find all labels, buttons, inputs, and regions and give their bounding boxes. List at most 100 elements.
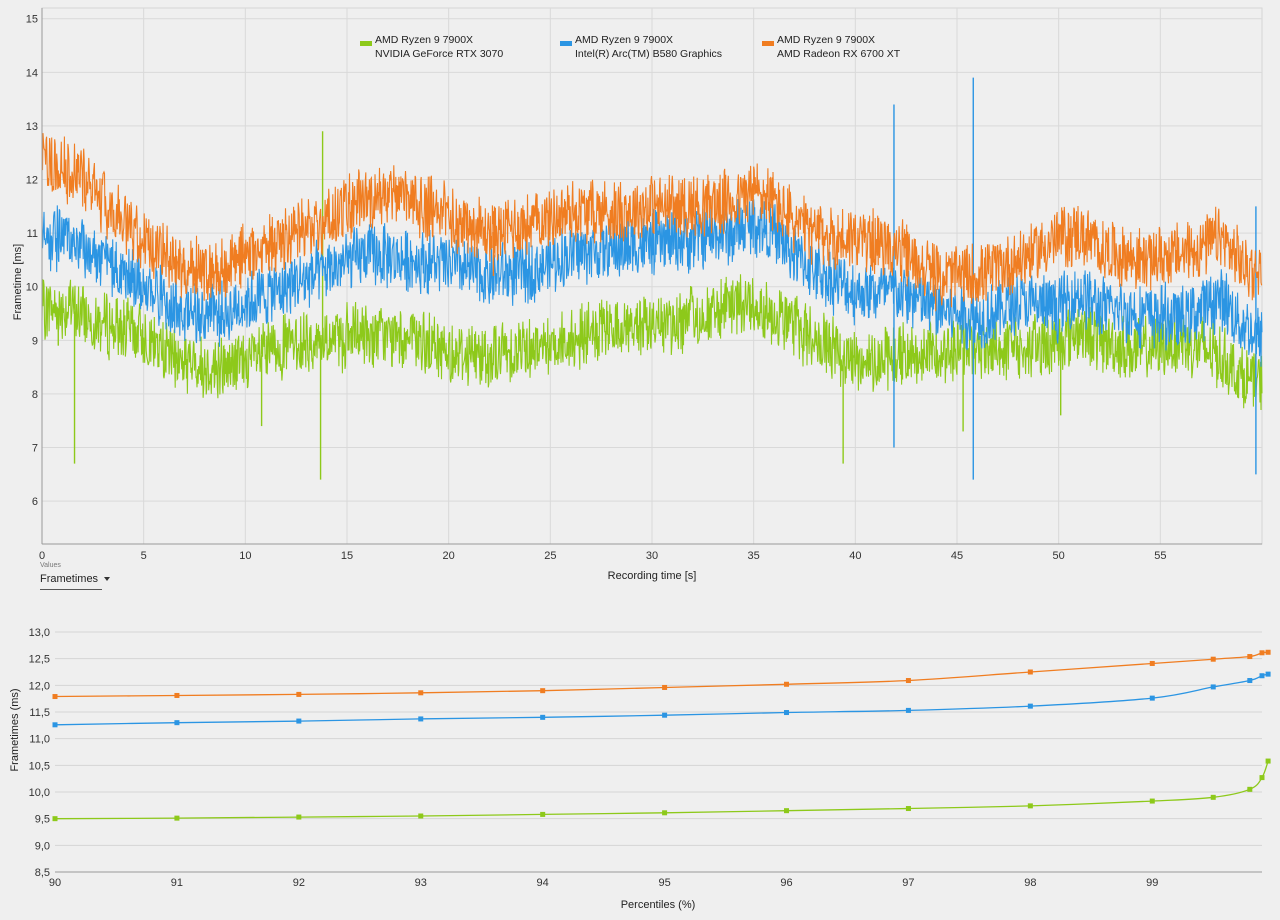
percentile-y-tick-label: 8,5 <box>35 867 50 879</box>
percentile-point <box>1265 671 1271 677</box>
legend-swatch <box>360 41 372 46</box>
frametime-x-tick-label: 50 <box>1053 550 1065 562</box>
percentile-point <box>174 692 180 698</box>
percentile-point <box>418 813 424 819</box>
percentile-y-tick-label: 12,5 <box>29 654 50 666</box>
percentile-point <box>296 814 302 820</box>
percentile-point <box>540 811 546 817</box>
values-dropdown-label: Frametimes <box>40 573 99 585</box>
frametime-x-tick-label: 30 <box>646 550 658 562</box>
percentile-point <box>174 815 180 821</box>
percentile-point <box>1149 798 1155 804</box>
percentile-point <box>418 716 424 722</box>
percentile-point <box>52 694 58 700</box>
percentile-point <box>1265 649 1271 655</box>
percentile-point <box>784 808 790 814</box>
legend-swatch <box>560 41 572 46</box>
percentile-point <box>1259 673 1265 679</box>
frametime-y-tick-label: 8 <box>32 389 38 401</box>
percentile-x-tick-label: 96 <box>780 877 792 889</box>
percentile-y-tick-label: 13,0 <box>29 627 50 639</box>
legend-label-line1: AMD Ryzen 9 7900X <box>375 34 473 46</box>
legend-entry-intel-r-arc-tm-b580-graphics: AMD Ryzen 9 7900X Intel(R) Arc(TM) B580 G… <box>560 34 722 60</box>
percentile-x-tick-label: 99 <box>1146 877 1158 889</box>
percentile-point <box>784 681 790 687</box>
legend-label-line2: Intel(R) Arc(TM) B580 Graphics <box>575 48 722 60</box>
percentile-chart: 8,5 9,0 9,5 10,0 10,5 11,0 11,5 12,0 12,5 13,0 90 9… <box>9 627 1271 911</box>
frametime-x-tick-label: 40 <box>849 550 861 562</box>
percentile-point <box>1247 786 1253 792</box>
percentile-point <box>1247 678 1253 684</box>
percentile-x-tick-label: 97 <box>902 877 914 889</box>
legend-label-line1: AMD Ryzen 9 7900X <box>575 34 673 46</box>
frametime-x-tick-label: 20 <box>443 550 455 562</box>
percentile-point <box>1027 703 1033 709</box>
percentile-point <box>296 718 302 724</box>
percentile-point <box>52 722 58 728</box>
values-caption: Values <box>40 562 61 569</box>
frametime-x-tick-label: 25 <box>544 550 556 562</box>
legend-swatch <box>762 41 774 46</box>
frametime-line <box>41 274 1263 411</box>
frametime-chart: 6 7 8 9 10 11 12 13 14 15 0 5 10 15 20 25 30 35 40 45 50 55 A… <box>12 7 1263 582</box>
frametime-x-tick-label: 10 <box>239 550 251 562</box>
percentile-x-tick-label: 95 <box>658 877 670 889</box>
percentile-point <box>905 678 911 684</box>
frametime-y-tick-label: 15 <box>26 14 38 26</box>
percentile-y-tick-label: 10,5 <box>29 760 50 772</box>
frametime-y-tick-label: 13 <box>26 121 38 133</box>
percentile-point <box>1149 660 1155 666</box>
frametime-y-axis-title: Frametime [ms] <box>12 244 24 320</box>
percentile-y-tick-label: 10,0 <box>29 787 50 799</box>
percentile-x-tick-label: 98 <box>1024 877 1036 889</box>
frametime-y-tick-label: 6 <box>32 496 38 508</box>
percentile-x-tick-label: 91 <box>171 877 183 889</box>
percentile-point <box>1210 794 1216 800</box>
percentile-point <box>418 690 424 696</box>
percentile-y-tick-label: 11,0 <box>29 734 50 746</box>
percentile-point <box>905 806 911 812</box>
frametime-x-tick-label: 35 <box>748 550 760 562</box>
percentile-point <box>1247 654 1253 660</box>
values-control: Values Frametimes <box>40 562 111 590</box>
percentile-y-tick-label: 11,5 <box>29 707 50 719</box>
percentile-point <box>784 710 790 716</box>
percentile-point <box>662 712 668 718</box>
frametime-series-nvidia-geforce-rtx-3070 <box>41 131 1263 480</box>
frametime-y-tick-label: 7 <box>32 443 38 455</box>
percentile-series-amd-radeon-rx-6700-xt <box>52 649 1271 700</box>
frametime-legend: AMD Ryzen 9 7900X NVIDIA GeForce RTX 3070… <box>360 34 901 60</box>
percentile-y-axis-title: Frametimes (ms) <box>9 688 21 771</box>
percentile-point <box>662 684 668 690</box>
frametime-x-tick-label: 55 <box>1154 550 1166 562</box>
percentile-point <box>905 707 911 713</box>
values-dropdown[interactable]: Frametimes <box>40 570 111 590</box>
percentile-x-axis-title: Percentiles (%) <box>621 899 696 911</box>
frametime-line <box>41 198 1263 367</box>
percentile-point <box>662 810 668 816</box>
percentile-x-tick-label: 94 <box>537 877 549 889</box>
frametime-x-tick-label: 45 <box>951 550 963 562</box>
frametime-x-tick-label: 15 <box>341 550 353 562</box>
frametime-series <box>41 77 1263 480</box>
legend-entry-amd-radeon-rx-6700-xt: AMD Ryzen 9 7900X AMD Radeon RX 6700 XT <box>762 34 901 60</box>
percentile-point <box>540 714 546 720</box>
percentile-line <box>54 673 1269 726</box>
legend-label-line2: NVIDIA GeForce RTX 3070 <box>375 48 503 60</box>
percentile-series <box>52 649 1271 822</box>
percentile-line <box>54 760 1269 820</box>
percentile-point <box>1027 803 1033 809</box>
frametime-line <box>41 133 1263 312</box>
percentile-point <box>1149 695 1155 701</box>
percentile-point <box>1265 758 1271 764</box>
percentile-point <box>1210 656 1216 662</box>
percentile-point <box>540 688 546 694</box>
percentile-point <box>1259 775 1265 781</box>
frametime-y-tick-label: 9 <box>32 335 38 347</box>
percentile-x-tick-label: 92 <box>293 877 305 889</box>
percentile-y-tick-label: 9,5 <box>35 814 50 826</box>
frametime-y-tick-label: 14 <box>26 67 38 79</box>
percentile-series-intel-r-arc-tm-b580-graphics <box>52 671 1271 728</box>
frametime-y-tick-label: 12 <box>26 175 38 187</box>
percentile-series-nvidia-geforce-rtx-3070 <box>52 758 1271 822</box>
